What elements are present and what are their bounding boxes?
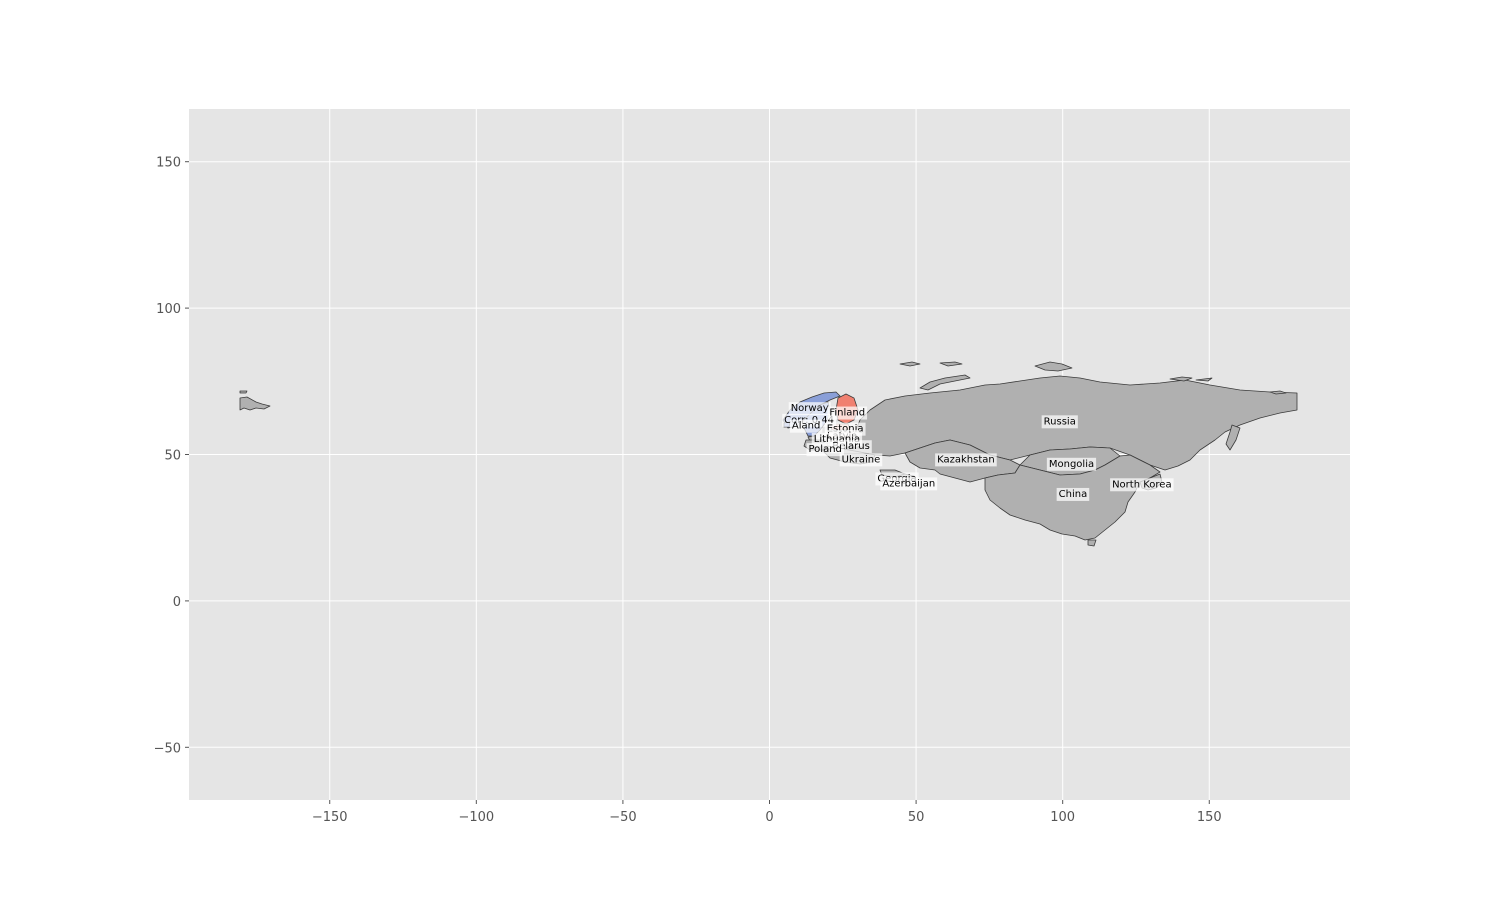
country-label-box xyxy=(1041,415,1078,429)
country-label-text: Ukraine xyxy=(842,454,881,465)
country-label: North Korea xyxy=(1110,478,1174,492)
country-label-text: China xyxy=(1059,489,1088,500)
y-tick-label: 50 xyxy=(164,449,181,464)
country-label-box xyxy=(788,402,831,416)
x-tick-label: −100 xyxy=(458,810,494,825)
chukotka-landmass xyxy=(239,396,271,411)
country-label-text: Poland xyxy=(809,444,842,455)
country-label-box xyxy=(839,453,883,467)
x-tick-label: −150 xyxy=(312,810,348,825)
country-labels: NorwayCorr: 0.44FinlandAlandEstoniaLatvi… xyxy=(782,402,1174,501)
country-label-box xyxy=(1056,487,1090,501)
x-tick-label: −50 xyxy=(609,810,636,825)
country-label-box xyxy=(1046,457,1097,471)
y-tick-label: 0 xyxy=(173,595,181,610)
chukotka-island xyxy=(239,390,248,394)
country-label: Kazakhstan xyxy=(935,453,997,467)
y-tick-label: 100 xyxy=(156,302,181,317)
x-tick-label: 100 xyxy=(1050,810,1075,825)
new-siberian-islands xyxy=(1169,376,1213,382)
country-label-text: Aland xyxy=(792,421,820,432)
axis-ticks: −150 −100 −50 0 50 100 150 −50 0 50 100 150 xyxy=(154,156,1222,825)
country-label: Finland xyxy=(827,406,868,420)
country-label-box xyxy=(880,477,938,491)
franz-josef-land xyxy=(899,361,963,367)
country-label: Norway xyxy=(788,402,831,416)
country-label-text: Finland xyxy=(829,408,865,419)
novaya-zemlya xyxy=(919,374,971,391)
country-label-text: Mongolia xyxy=(1049,459,1094,470)
country-label-text: Norway xyxy=(791,403,829,414)
country-label-text: Azerbaijan xyxy=(882,478,935,489)
country-label-box xyxy=(935,453,997,467)
x-tick-label: 50 xyxy=(908,810,925,825)
y-tick-label: 150 xyxy=(156,156,181,171)
country-label-text: Belarus xyxy=(832,441,870,452)
severnaya-zemlya xyxy=(1034,361,1073,372)
country-label-box xyxy=(827,406,868,420)
country-label: Mongolia xyxy=(1046,457,1097,471)
country-label-text: North Korea xyxy=(1112,479,1172,490)
country-label-text: Russia xyxy=(1044,416,1076,427)
hainan-island xyxy=(1087,539,1097,547)
country-label-box xyxy=(789,419,823,433)
country-label: Azerbaijan xyxy=(880,477,938,491)
country-label-text: Lithuania xyxy=(814,434,860,445)
country-label: Poland xyxy=(806,443,844,457)
country-label: Ukraine xyxy=(839,453,883,467)
country-label: Russia xyxy=(1041,415,1078,429)
x-tick-label: 0 xyxy=(765,810,773,825)
country-label-box xyxy=(806,443,844,457)
y-tick-label: −50 xyxy=(154,741,181,756)
wrangel-island xyxy=(1269,390,1287,395)
country-label-box xyxy=(1110,478,1174,492)
country-label: China xyxy=(1056,487,1090,501)
country-label: Aland xyxy=(789,419,823,433)
sakhalin-island xyxy=(1225,424,1241,451)
country-label-text: Estonia xyxy=(827,424,864,435)
x-tick-label: 150 xyxy=(1197,810,1222,825)
country-label-text: Kazakhstan xyxy=(937,454,995,465)
